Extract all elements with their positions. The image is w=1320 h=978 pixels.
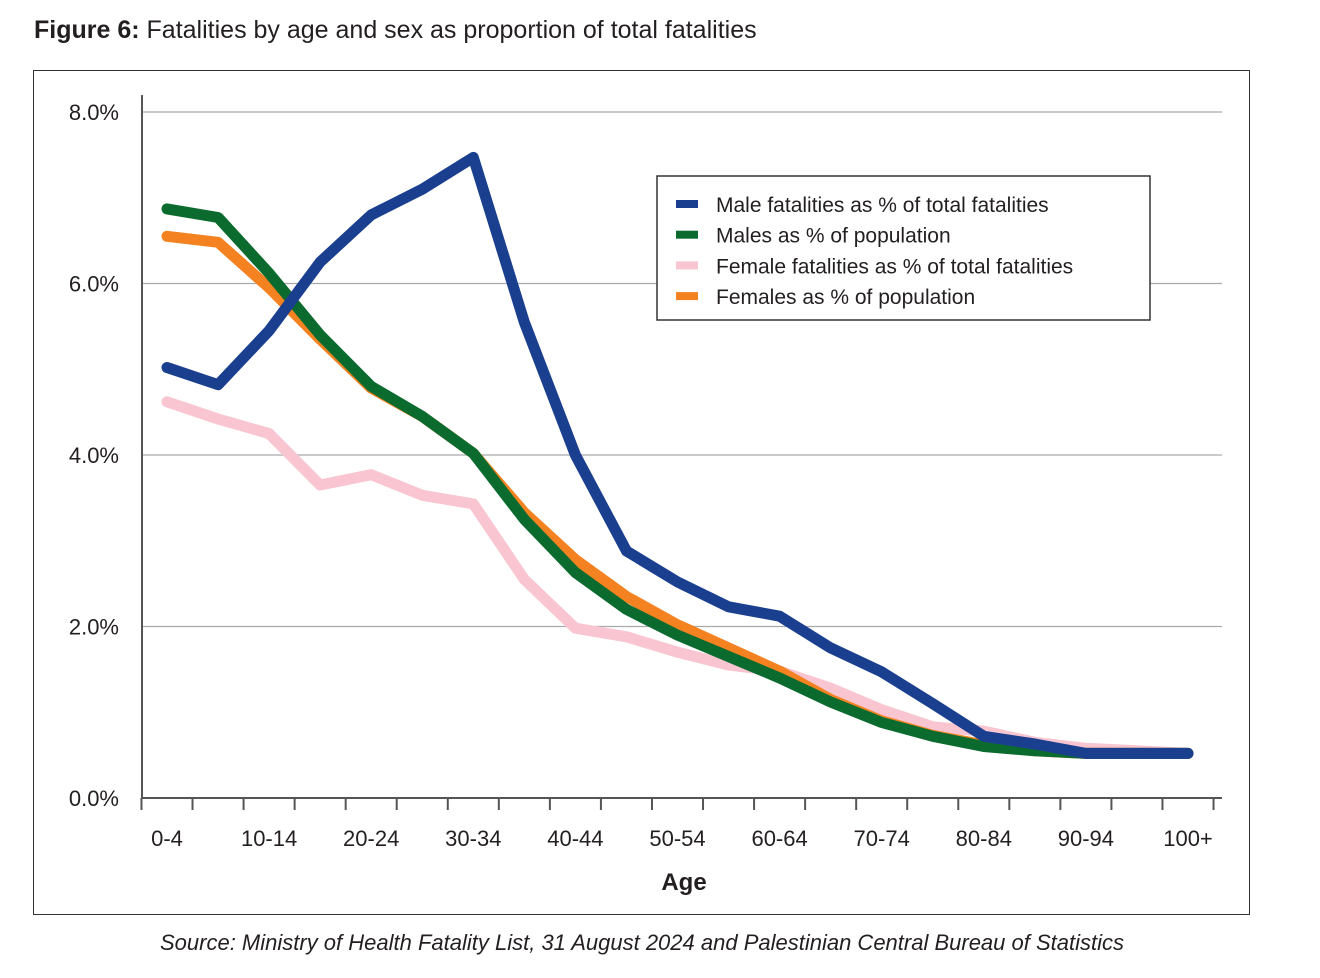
legend-label: Males as % of population (716, 225, 951, 248)
x-tick-label: 40-44 (547, 826, 603, 851)
x-tick-label: 100+ (1163, 826, 1213, 851)
figure-title-text: Fatalities by age and sex as proportion … (146, 16, 757, 44)
x-tick-label: 60-64 (751, 826, 807, 851)
legend-label: Female fatalities as % of total fataliti… (716, 255, 1073, 278)
x-tick-label: 30-34 (445, 826, 501, 851)
x-tick-label: 10-14 (241, 826, 297, 851)
legend-box (656, 175, 1151, 321)
legend: Male fatalities as % of total fatalities… (656, 175, 1151, 321)
series-lines (161, 151, 1194, 759)
x-axis-ticks: 0-4 10-14 20-24 30-34 40-44 50-54 60-64 70-74 80… (140, 798, 1215, 851)
x-tick-label: 50-54 (649, 826, 705, 851)
y-tick-label: 4.0% (69, 443, 119, 468)
x-tick-label: 90-94 (1058, 826, 1114, 851)
legend-swatch (676, 230, 698, 239)
x-tick-label: 70-74 (854, 826, 910, 851)
x-tick-label: 0-4 (151, 826, 183, 851)
axes (141, 95, 1222, 799)
legend-swatch (676, 292, 698, 301)
y-tick-label: 2.0% (69, 615, 119, 640)
legend-label: Females as % of population (716, 286, 975, 309)
line-chart: 0.0% 2.0% 4.0% 6.0% 8.0% 0-4 10-14 20-24 30-34 4… (69, 95, 1222, 896)
series-line-male-fatalities-as-of-total-fatalities (161, 151, 1194, 759)
chart-frame (33, 70, 1250, 915)
y-tick-label: 6.0% (69, 272, 119, 297)
y-axis-ticks: 0.0% 2.0% 4.0% 6.0% 8.0% (69, 100, 119, 811)
figure-label: Figure 6: (34, 16, 140, 44)
x-tick-label: 20-24 (343, 826, 399, 851)
legend-label: Male fatalities as % of total fatalities (716, 194, 1049, 217)
legend-swatch (676, 261, 698, 270)
y-tick-label: 8.0% (69, 100, 119, 125)
source-note: Source: Ministry of Health Fatality List… (159, 930, 1124, 955)
legend-swatch (676, 200, 698, 208)
series-line-males-as-of-population (161, 203, 1194, 759)
x-tick-label: 80-84 (956, 826, 1012, 851)
figure-title: Figure 6: Fatalities by age and sex as p… (34, 16, 757, 45)
x-axis-label: Age (661, 869, 706, 896)
y-tick-label: 0.0% (69, 786, 119, 811)
